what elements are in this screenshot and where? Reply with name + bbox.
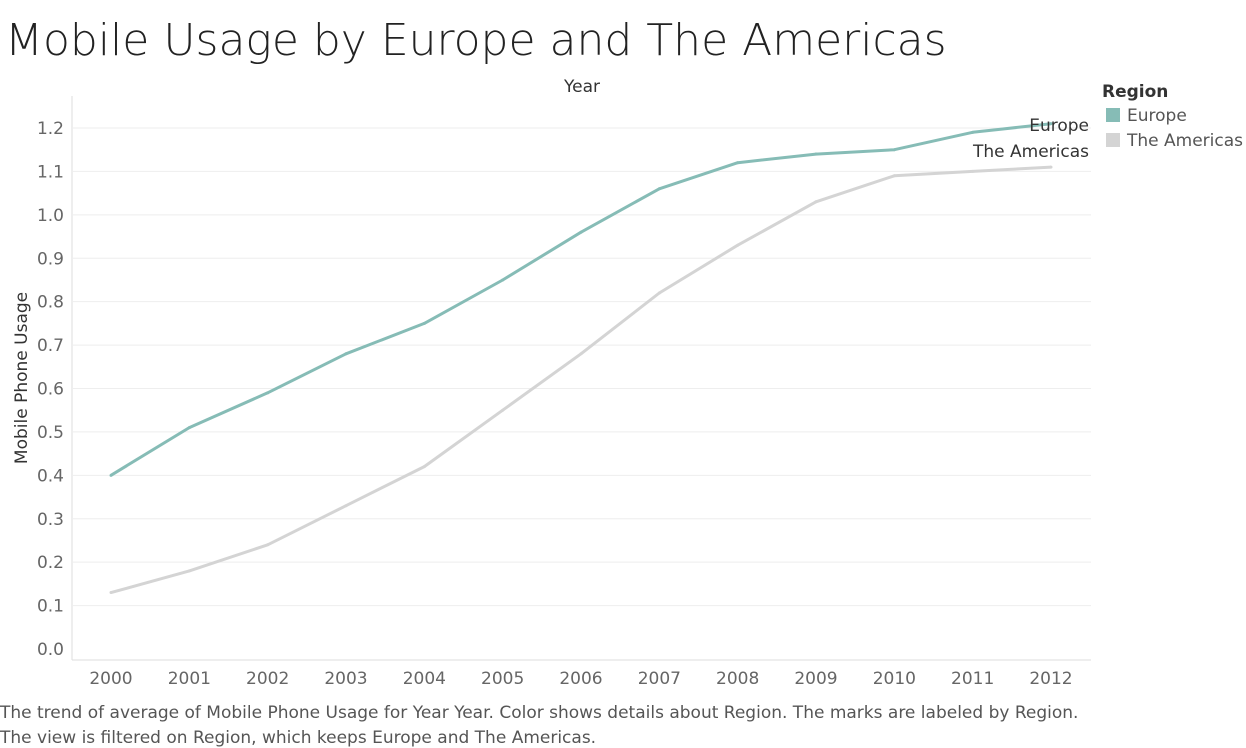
y-tick-label: 0.0	[37, 640, 64, 660]
y-axis-ticks: 0.0 0.1 0.2 0.3 0.4 0.5 0.6 0.7 0.8 0.9 1.0 1.1 1.2	[37, 119, 64, 660]
data-point	[266, 543, 270, 547]
chart-title: Mobile Usage by Europe and The Americas	[5, 15, 947, 66]
data-point	[109, 591, 113, 595]
legend-swatch	[1106, 108, 1120, 122]
x-tick-label: 2003	[324, 669, 367, 689]
x-tick-label: 2008	[716, 669, 759, 689]
data-point	[344, 352, 348, 356]
y-tick-label: 0.1	[37, 597, 64, 617]
data-point	[736, 161, 740, 165]
data-point	[892, 148, 896, 152]
grid	[71, 96, 1091, 661]
data-point	[187, 569, 191, 573]
data-point	[814, 152, 818, 156]
data-point	[266, 391, 270, 395]
data-point	[501, 278, 505, 282]
data-point	[736, 243, 740, 247]
legend-title: Region	[1102, 82, 1168, 102]
legend-label: Europe	[1127, 106, 1187, 126]
data-point	[579, 352, 583, 356]
data-point	[422, 321, 426, 325]
y-tick-label: 0.8	[37, 293, 64, 313]
x-tick-label: 2010	[873, 669, 916, 689]
data-point	[814, 200, 818, 204]
caption-line-1: The trend of average of Mobile Phone Usa…	[0, 703, 1078, 723]
x-tick-label: 2001	[168, 669, 211, 689]
legend-label: The Americas	[1126, 131, 1243, 151]
series-lines	[109, 122, 1053, 595]
data-point	[579, 230, 583, 234]
data-point	[657, 187, 661, 191]
y-tick-label: 0.4	[37, 466, 64, 486]
x-axis-ticks: 2000 2001 2002 2003 2004 2005 2006 2007 2008 2009…	[89, 669, 1072, 689]
caption-line-2: The view is filtered on Region, which ke…	[0, 728, 596, 748]
y-tick-label: 1.0	[37, 206, 64, 226]
data-point	[344, 504, 348, 508]
y-tick-label: 0.5	[37, 423, 64, 443]
y-tick-label: 0.3	[37, 510, 64, 530]
x-tick-label: 2012	[1029, 669, 1072, 689]
data-point	[109, 473, 113, 477]
x-tick-label: 2011	[951, 669, 994, 689]
mark-label-the-americas: The Americas	[972, 142, 1089, 162]
y-tick-label: 1.1	[37, 162, 64, 182]
x-axis-title: Year	[563, 77, 600, 97]
x-tick-label: 2002	[246, 669, 289, 689]
y-tick-label: 0.2	[37, 553, 64, 573]
legend-swatch	[1106, 133, 1120, 147]
data-point	[657, 291, 661, 295]
y-axis-title: Mobile Phone Usage	[12, 292, 32, 464]
data-point	[501, 408, 505, 412]
data-point	[892, 174, 896, 178]
series-line-europe	[110, 122, 1052, 477]
data-point	[971, 130, 975, 134]
mark-labels: Europe The Americas	[972, 116, 1089, 162]
y-tick-label: 0.7	[37, 336, 64, 356]
data-point	[187, 426, 191, 430]
x-tick-label: 2009	[794, 669, 837, 689]
x-tick-label: 2007	[638, 669, 681, 689]
data-point	[422, 465, 426, 469]
x-tick-label: 2006	[559, 669, 602, 689]
x-tick-label: 2000	[89, 669, 132, 689]
data-point	[1049, 165, 1053, 169]
mark-label-europe: Europe	[1029, 116, 1089, 136]
y-tick-label: 0.6	[37, 380, 64, 400]
x-tick-label: 2004	[403, 669, 446, 689]
data-point	[971, 169, 975, 173]
x-tick-label: 2005	[481, 669, 524, 689]
legend: Region Europe The Americas	[1102, 82, 1243, 151]
y-tick-label: 1.2	[37, 119, 64, 139]
data-point	[1049, 122, 1053, 126]
y-tick-label: 0.9	[37, 249, 64, 269]
